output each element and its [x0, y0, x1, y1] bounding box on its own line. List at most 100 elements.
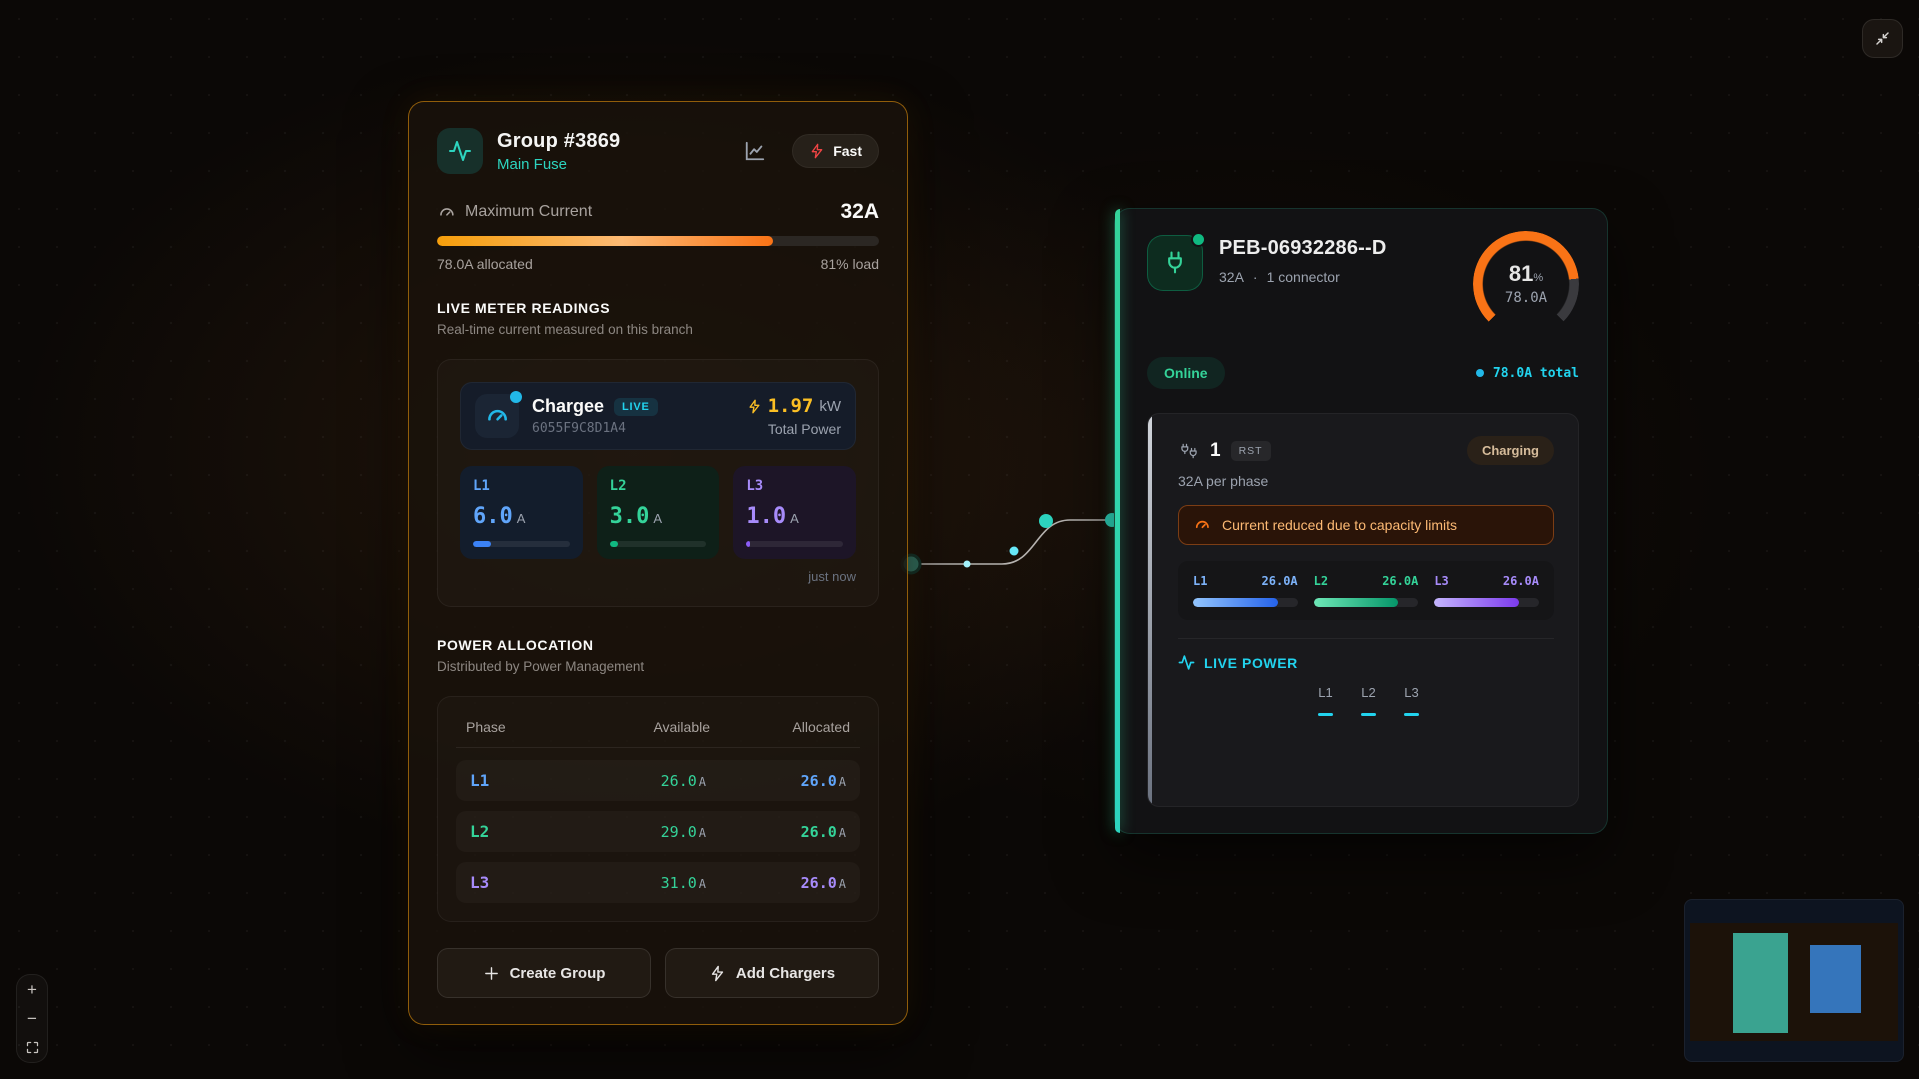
- phase-label: L1: [473, 478, 490, 494]
- create-group-label: Create Group: [509, 964, 606, 982]
- status-badge: Online: [1147, 357, 1225, 389]
- minimap[interactable]: [1684, 899, 1904, 1062]
- fast-mode-badge[interactable]: Fast: [792, 134, 879, 168]
- bar-label: L2: [1313, 574, 1329, 588]
- group-title: Group #3869: [497, 129, 621, 152]
- bar-track: [1193, 598, 1298, 607]
- meter-device-card[interactable]: Chargee LIVE 6055F9C8D1A4 1.97 kW Total …: [460, 382, 856, 450]
- bar-label: L3: [1434, 574, 1449, 588]
- charger-node-card[interactable]: PEB-06932286--D 32A · 1 connector 81% 78…: [1114, 208, 1608, 834]
- connection-edge[interactable]: [911, 519, 1111, 565]
- allocation-table-header: Phase Available Allocated: [456, 715, 860, 748]
- row-phase: L3: [470, 873, 490, 892]
- phase-value: 6.0: [473, 504, 513, 529]
- row-unit: A: [698, 774, 706, 789]
- meter-id: 6055F9C8D1A4: [532, 421, 626, 436]
- meter-name: Chargee: [532, 396, 605, 416]
- gauge-amps: 78.0A: [1504, 289, 1548, 306]
- total-current-dot: [1475, 369, 1484, 377]
- phase-value: 3.0: [609, 504, 650, 529]
- warning-text: Current reduced due to capacity limits: [1222, 517, 1457, 533]
- total-power-unit: kW: [819, 397, 841, 415]
- bar-fill: [1434, 598, 1520, 607]
- load-progress-fill: [437, 236, 773, 246]
- power-allocation-heading: POWER ALLOCATION: [437, 637, 594, 653]
- connector-number: 1: [1210, 439, 1221, 461]
- charger-meta: 32A · 1 connector: [1219, 269, 1457, 285]
- phase-minibar: [473, 541, 570, 547]
- create-group-button[interactable]: Create Group: [437, 948, 651, 998]
- bar-track: [1313, 598, 1419, 607]
- online-accent-strip: [1115, 209, 1120, 833]
- meter-phase-l3: L3 1.0 A: [733, 466, 856, 559]
- bar-fill: [1193, 598, 1278, 607]
- zoom-out-button[interactable]: −: [27, 1008, 37, 1028]
- col-phase: Phase: [466, 719, 506, 735]
- collapse-icon: [1876, 32, 1889, 45]
- row-unit: A: [838, 825, 846, 840]
- row-available: 31.0: [660, 873, 697, 892]
- live-meter-subheading: Real-time current measured on this branc…: [437, 322, 693, 337]
- table-row-l1: L1 26.0 A 26.0 A: [456, 760, 860, 801]
- warning-gauge-icon: [1195, 520, 1209, 529]
- meter-phase-l1: L1 6.0 A: [460, 466, 583, 559]
- max-current-label: Maximum Current: [465, 203, 593, 220]
- connector-accent-strip: [1148, 414, 1152, 806]
- zoom-in-button[interactable]: +: [27, 979, 37, 999]
- live-power-l3: L3: [1404, 685, 1419, 716]
- connectors-icon: [1181, 443, 1197, 458]
- collapse-button[interactable]: [1862, 19, 1903, 58]
- row-allocated: 26.0: [800, 822, 837, 841]
- row-phase: L1: [470, 771, 490, 790]
- power-bolt-icon: [749, 399, 760, 413]
- phase-bar-l2: L2 26.0A: [1313, 574, 1419, 607]
- edge-flow-dot: [1039, 514, 1053, 528]
- gauge-percent-symbol: %: [1533, 271, 1544, 284]
- max-current-value: 32A: [840, 200, 879, 223]
- meter-icon-box: [475, 391, 522, 438]
- live-power-activity-icon: [1178, 655, 1195, 670]
- online-indicator-dot: [1191, 232, 1206, 247]
- capacity-warning: Current reduced due to capacity limits: [1178, 505, 1554, 545]
- activity-icon: [449, 141, 471, 161]
- allocation-table: Phase Available Allocated L1 26.0 A 26.0 A…: [437, 696, 879, 922]
- meter-phase-l2: L2 3.0 A: [596, 466, 720, 559]
- phase-value: 1.0: [746, 504, 787, 529]
- load-progress-bar: [437, 236, 879, 246]
- col-allocated: Allocated: [792, 719, 850, 735]
- meta-separator: ·: [1252, 269, 1258, 285]
- minimap-group-node: [1733, 933, 1788, 1033]
- total-power-value: 1.97: [767, 395, 814, 417]
- phase-bar-l3: L3 26.0A: [1434, 574, 1539, 607]
- bar-value: 26.0A: [1382, 574, 1419, 588]
- row-phase: L2: [470, 822, 490, 841]
- phase-label: L3: [746, 478, 764, 494]
- gauge-percent: 81: [1508, 260, 1534, 286]
- table-row-l3: L3 31.0 A 26.0 A: [456, 862, 860, 903]
- row-unit: A: [838, 774, 846, 789]
- bar-fill: [1313, 598, 1399, 607]
- load-text: 81% load: [820, 256, 879, 272]
- phase-minifill: [746, 541, 751, 547]
- chart-button[interactable]: [740, 136, 770, 166]
- phase-minifill: [473, 541, 492, 547]
- live-power-label: L2: [1361, 685, 1376, 700]
- phase-unit: A: [653, 511, 663, 526]
- live-meter-card: Chargee LIVE 6055F9C8D1A4 1.97 kW Total …: [437, 359, 879, 607]
- live-badge: LIVE: [614, 397, 658, 416]
- total-current: 78.0A total: [1475, 366, 1579, 381]
- bar-track: [1434, 598, 1539, 607]
- add-chargers-button[interactable]: Add Chargers: [665, 948, 879, 998]
- row-allocated: 26.0: [800, 873, 837, 892]
- phase-bars-panel: L1 26.0A L2 26.0A L3 26.0A: [1178, 561, 1554, 620]
- live-power-heading: LIVE POWER: [1204, 654, 1298, 671]
- row-unit: A: [838, 876, 846, 891]
- group-node-card[interactable]: Group #3869 Main Fuse Fast Maximum Curre…: [408, 101, 908, 1025]
- edge-flow-dot: [963, 560, 971, 568]
- fit-view-button[interactable]: [17, 1033, 47, 1062]
- live-power-l1: L1: [1318, 685, 1333, 716]
- rst-badge: RST: [1230, 440, 1271, 461]
- row-allocated: 26.0: [800, 771, 837, 790]
- max-current-label-row: Maximum Current: [437, 203, 592, 222]
- connector-card[interactable]: 1 RST Charging 32A per phase Current red…: [1147, 413, 1579, 807]
